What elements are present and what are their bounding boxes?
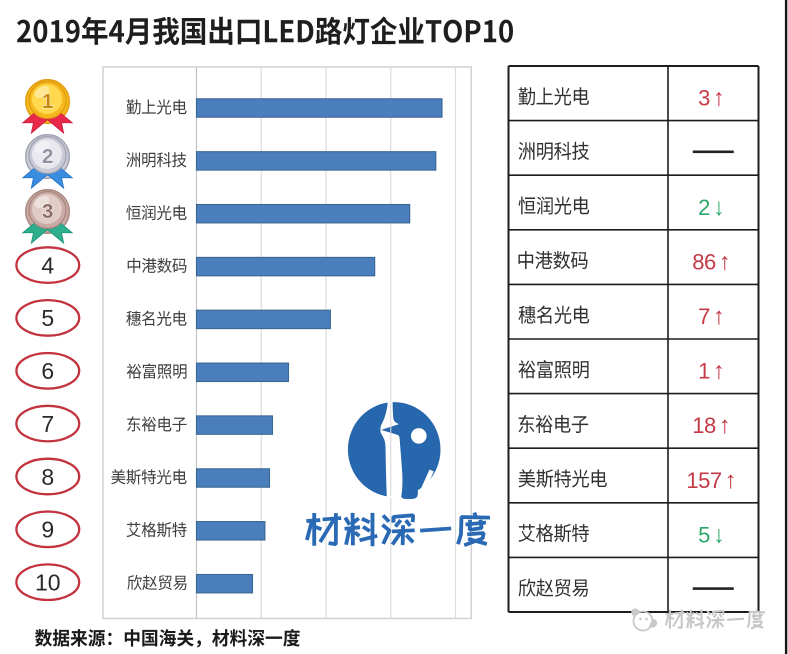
svg-text:1: 1 bbox=[42, 90, 53, 113]
svg-text:2: 2 bbox=[42, 145, 53, 168]
svg-text:18↑: 18 ↑ bbox=[692, 412, 730, 439]
svg-text:8: 8 bbox=[41, 464, 54, 490]
svg-text:86↑: 86 ↑ bbox=[692, 248, 730, 275]
svg-text:5↓: 5 ↓ bbox=[698, 521, 724, 548]
svg-text:4: 4 bbox=[41, 252, 54, 278]
svg-text:3: 3 bbox=[42, 200, 53, 223]
svg-text:6: 6 bbox=[41, 358, 54, 384]
svg-text:3↑: 3 ↑ bbox=[698, 85, 724, 112]
svg-text:157↑: 157 ↑ bbox=[686, 467, 736, 494]
svg-text:5: 5 bbox=[41, 305, 54, 331]
svg-text:1↑: 1 ↑ bbox=[698, 358, 724, 385]
svg-text:7: 7 bbox=[41, 411, 54, 437]
svg-text:10: 10 bbox=[35, 570, 61, 596]
svg-text:7↑: 7 ↑ bbox=[698, 303, 724, 330]
svg-text:2↓: 2 ↓ bbox=[698, 194, 724, 221]
svg-text:9: 9 bbox=[41, 517, 54, 543]
